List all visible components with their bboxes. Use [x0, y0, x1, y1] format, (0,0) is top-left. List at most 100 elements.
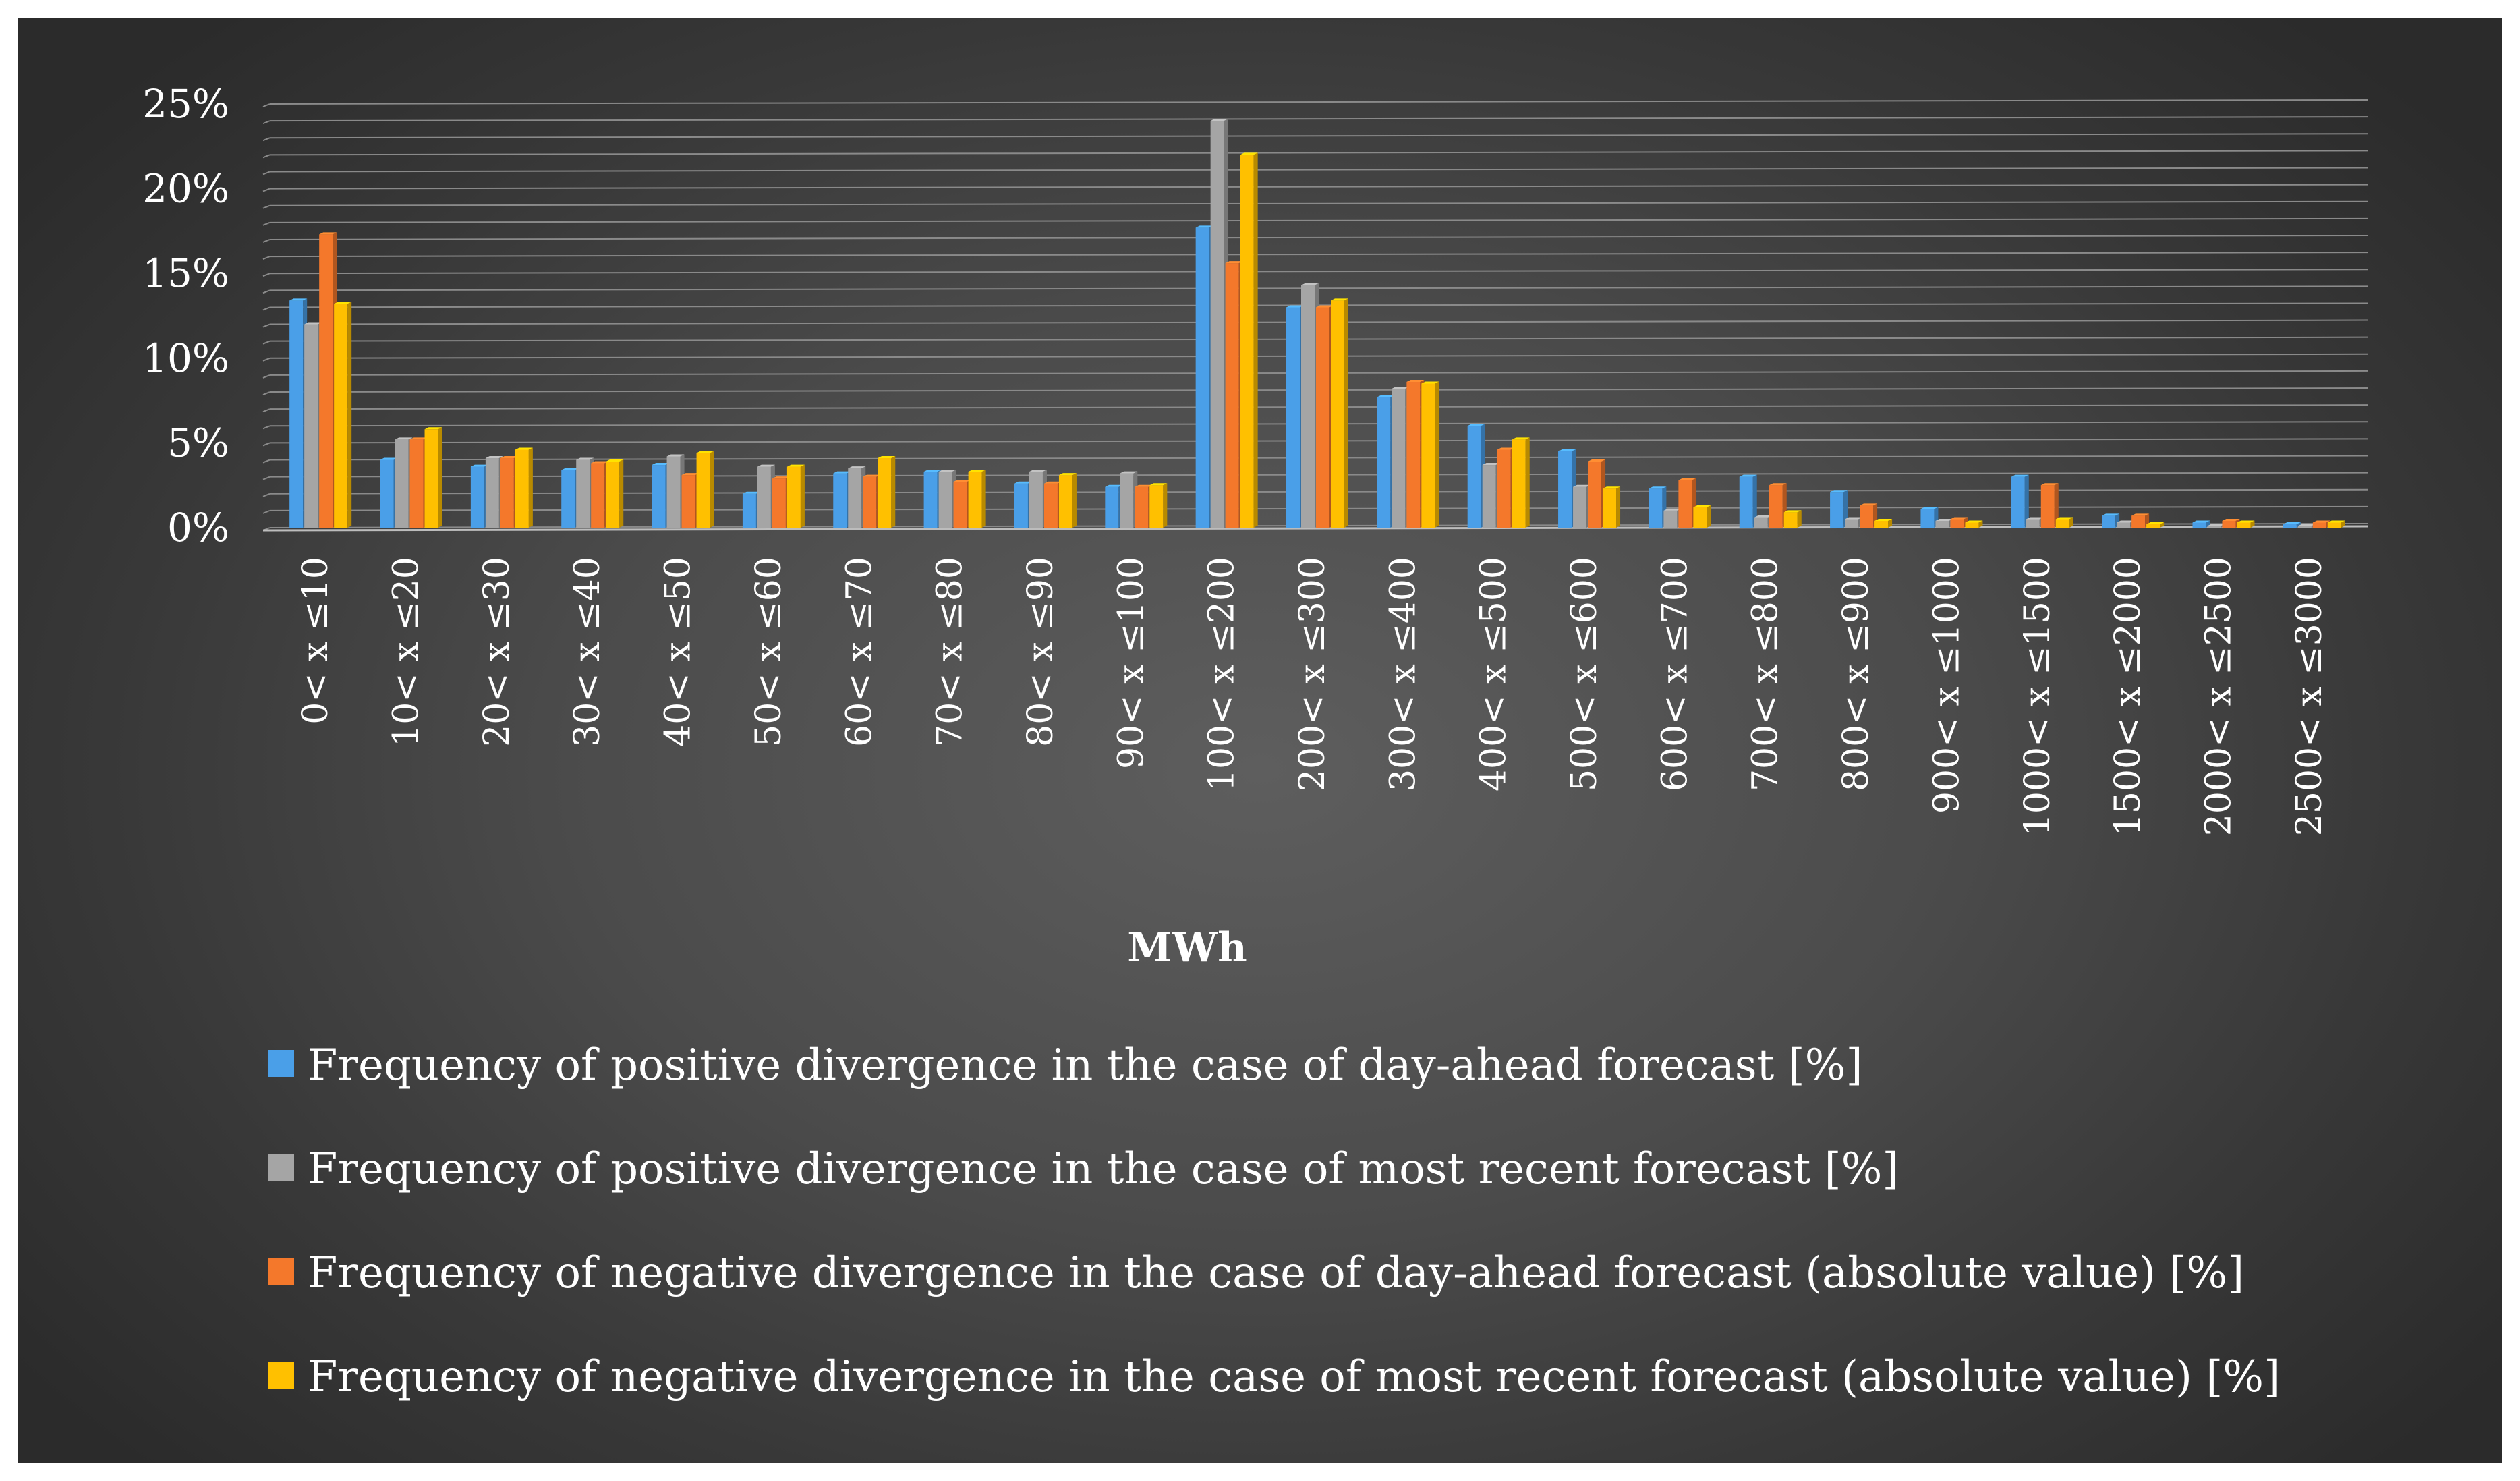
bar-top: [515, 447, 533, 450]
bar-side: [619, 459, 624, 528]
bar-side: [2296, 522, 2301, 528]
x-tick-label: 40< x ≤50: [658, 557, 699, 747]
bar-side: [1072, 473, 1077, 528]
bar-top: [833, 471, 851, 474]
bar-2: [1573, 486, 1587, 528]
bar-top: [1678, 478, 1696, 480]
bar-top: [395, 437, 413, 440]
bar-top: [470, 464, 488, 467]
bar-2: [304, 324, 318, 528]
x-tick-label: 2000< x ≤2500: [2198, 557, 2239, 836]
bar-1: [923, 472, 938, 528]
bar-top: [2011, 474, 2029, 477]
bar-4: [2327, 522, 2341, 528]
bar-top: [1149, 483, 1168, 486]
bar-top: [485, 456, 503, 459]
gridline-depth: [262, 171, 270, 175]
bar-3: [591, 463, 605, 528]
gridline-depth: [262, 120, 270, 125]
bar-top: [1467, 424, 1485, 426]
bar-side: [528, 447, 533, 528]
gridline-depth: [262, 221, 270, 226]
bar-1: [2192, 522, 2206, 528]
bar-top: [2146, 522, 2165, 524]
bar-4: [878, 458, 892, 528]
bar-side: [2160, 522, 2165, 528]
bar-side: [347, 302, 352, 528]
bar-top: [1512, 437, 1530, 440]
bar-top: [1377, 395, 1395, 397]
bar-top: [1950, 517, 1968, 520]
bar-top: [1783, 510, 1802, 513]
bar-1: [2283, 524, 2297, 528]
bar-top: [2117, 520, 2135, 523]
bar-1: [1830, 492, 1844, 528]
bar-top: [576, 457, 594, 460]
bar-side: [1616, 486, 1621, 528]
bar-side: [1978, 520, 1983, 528]
bar-2: [2026, 519, 2040, 528]
bar-1: [1920, 509, 1935, 528]
bar-top: [968, 470, 986, 472]
y-tick-label: 20%: [142, 166, 229, 212]
bar-1: [289, 300, 304, 528]
bar-top: [666, 454, 685, 457]
bar-3: [1316, 307, 1329, 528]
bar-top: [953, 480, 971, 482]
y-axis-tick-labels: 0% 5% 10% 15% 20% 25%: [142, 81, 229, 551]
bar-4: [424, 429, 438, 528]
bar-2: [2117, 522, 2131, 528]
bar-top: [1014, 481, 1032, 484]
bar-3: [681, 475, 695, 528]
bar-4: [786, 466, 801, 528]
gridline-depth: [262, 188, 270, 192]
bar-4: [1149, 485, 1164, 528]
bar-top: [1754, 515, 1772, 518]
gridline-depth: [262, 289, 270, 294]
x-tick-label: 800< x ≤900: [1836, 557, 1877, 791]
bar-top: [1874, 518, 1893, 521]
gridline-depth: [262, 306, 270, 311]
gridline-depth: [262, 509, 270, 514]
bar-top: [1935, 518, 1953, 521]
bar-top: [1739, 474, 1757, 477]
bar-top: [1210, 119, 1228, 121]
bar-4: [1874, 520, 1889, 528]
gridline-depth: [262, 239, 270, 243]
gridline-depth: [262, 137, 270, 142]
bar-top: [2327, 520, 2345, 523]
bar-3: [2312, 522, 2326, 528]
x-tick-label: 100< x ≤200: [1202, 557, 1242, 791]
bar-side: [1525, 437, 1530, 528]
bar-4: [1512, 439, 1526, 528]
bar-4: [968, 472, 982, 528]
bar-3: [409, 439, 424, 528]
bar-top: [863, 474, 881, 477]
gridline: [269, 200, 2368, 206]
gridline: [269, 234, 2368, 240]
legend-label: Frequency of negative divergence in the …: [308, 1248, 2244, 1298]
bar-top: [591, 461, 609, 464]
bar-4: [1421, 383, 1435, 528]
x-tick-label: 300< x ≤400: [1383, 557, 1423, 791]
bar-1: [380, 459, 394, 528]
gridline-depth: [262, 493, 270, 497]
bar-top: [1029, 470, 1047, 472]
bar-side: [710, 451, 714, 528]
bar-top: [1769, 483, 1787, 486]
bar-side: [1253, 152, 1258, 528]
gridline: [269, 150, 2368, 156]
bar-top: [2283, 522, 2301, 524]
legend-swatch: [268, 1258, 294, 1285]
x-tick-label: 20< x ≤30: [477, 557, 517, 747]
bar-top: [289, 298, 308, 301]
bar-top: [380, 457, 398, 460]
legend-swatch: [268, 1154, 294, 1181]
bar-side: [1888, 518, 1893, 528]
bar-top: [757, 464, 775, 467]
legend-swatch: [268, 1050, 294, 1077]
bar-4: [515, 449, 529, 528]
bar-2: [1935, 520, 1949, 528]
bar-top: [500, 456, 518, 459]
gridline-depth: [262, 204, 270, 209]
